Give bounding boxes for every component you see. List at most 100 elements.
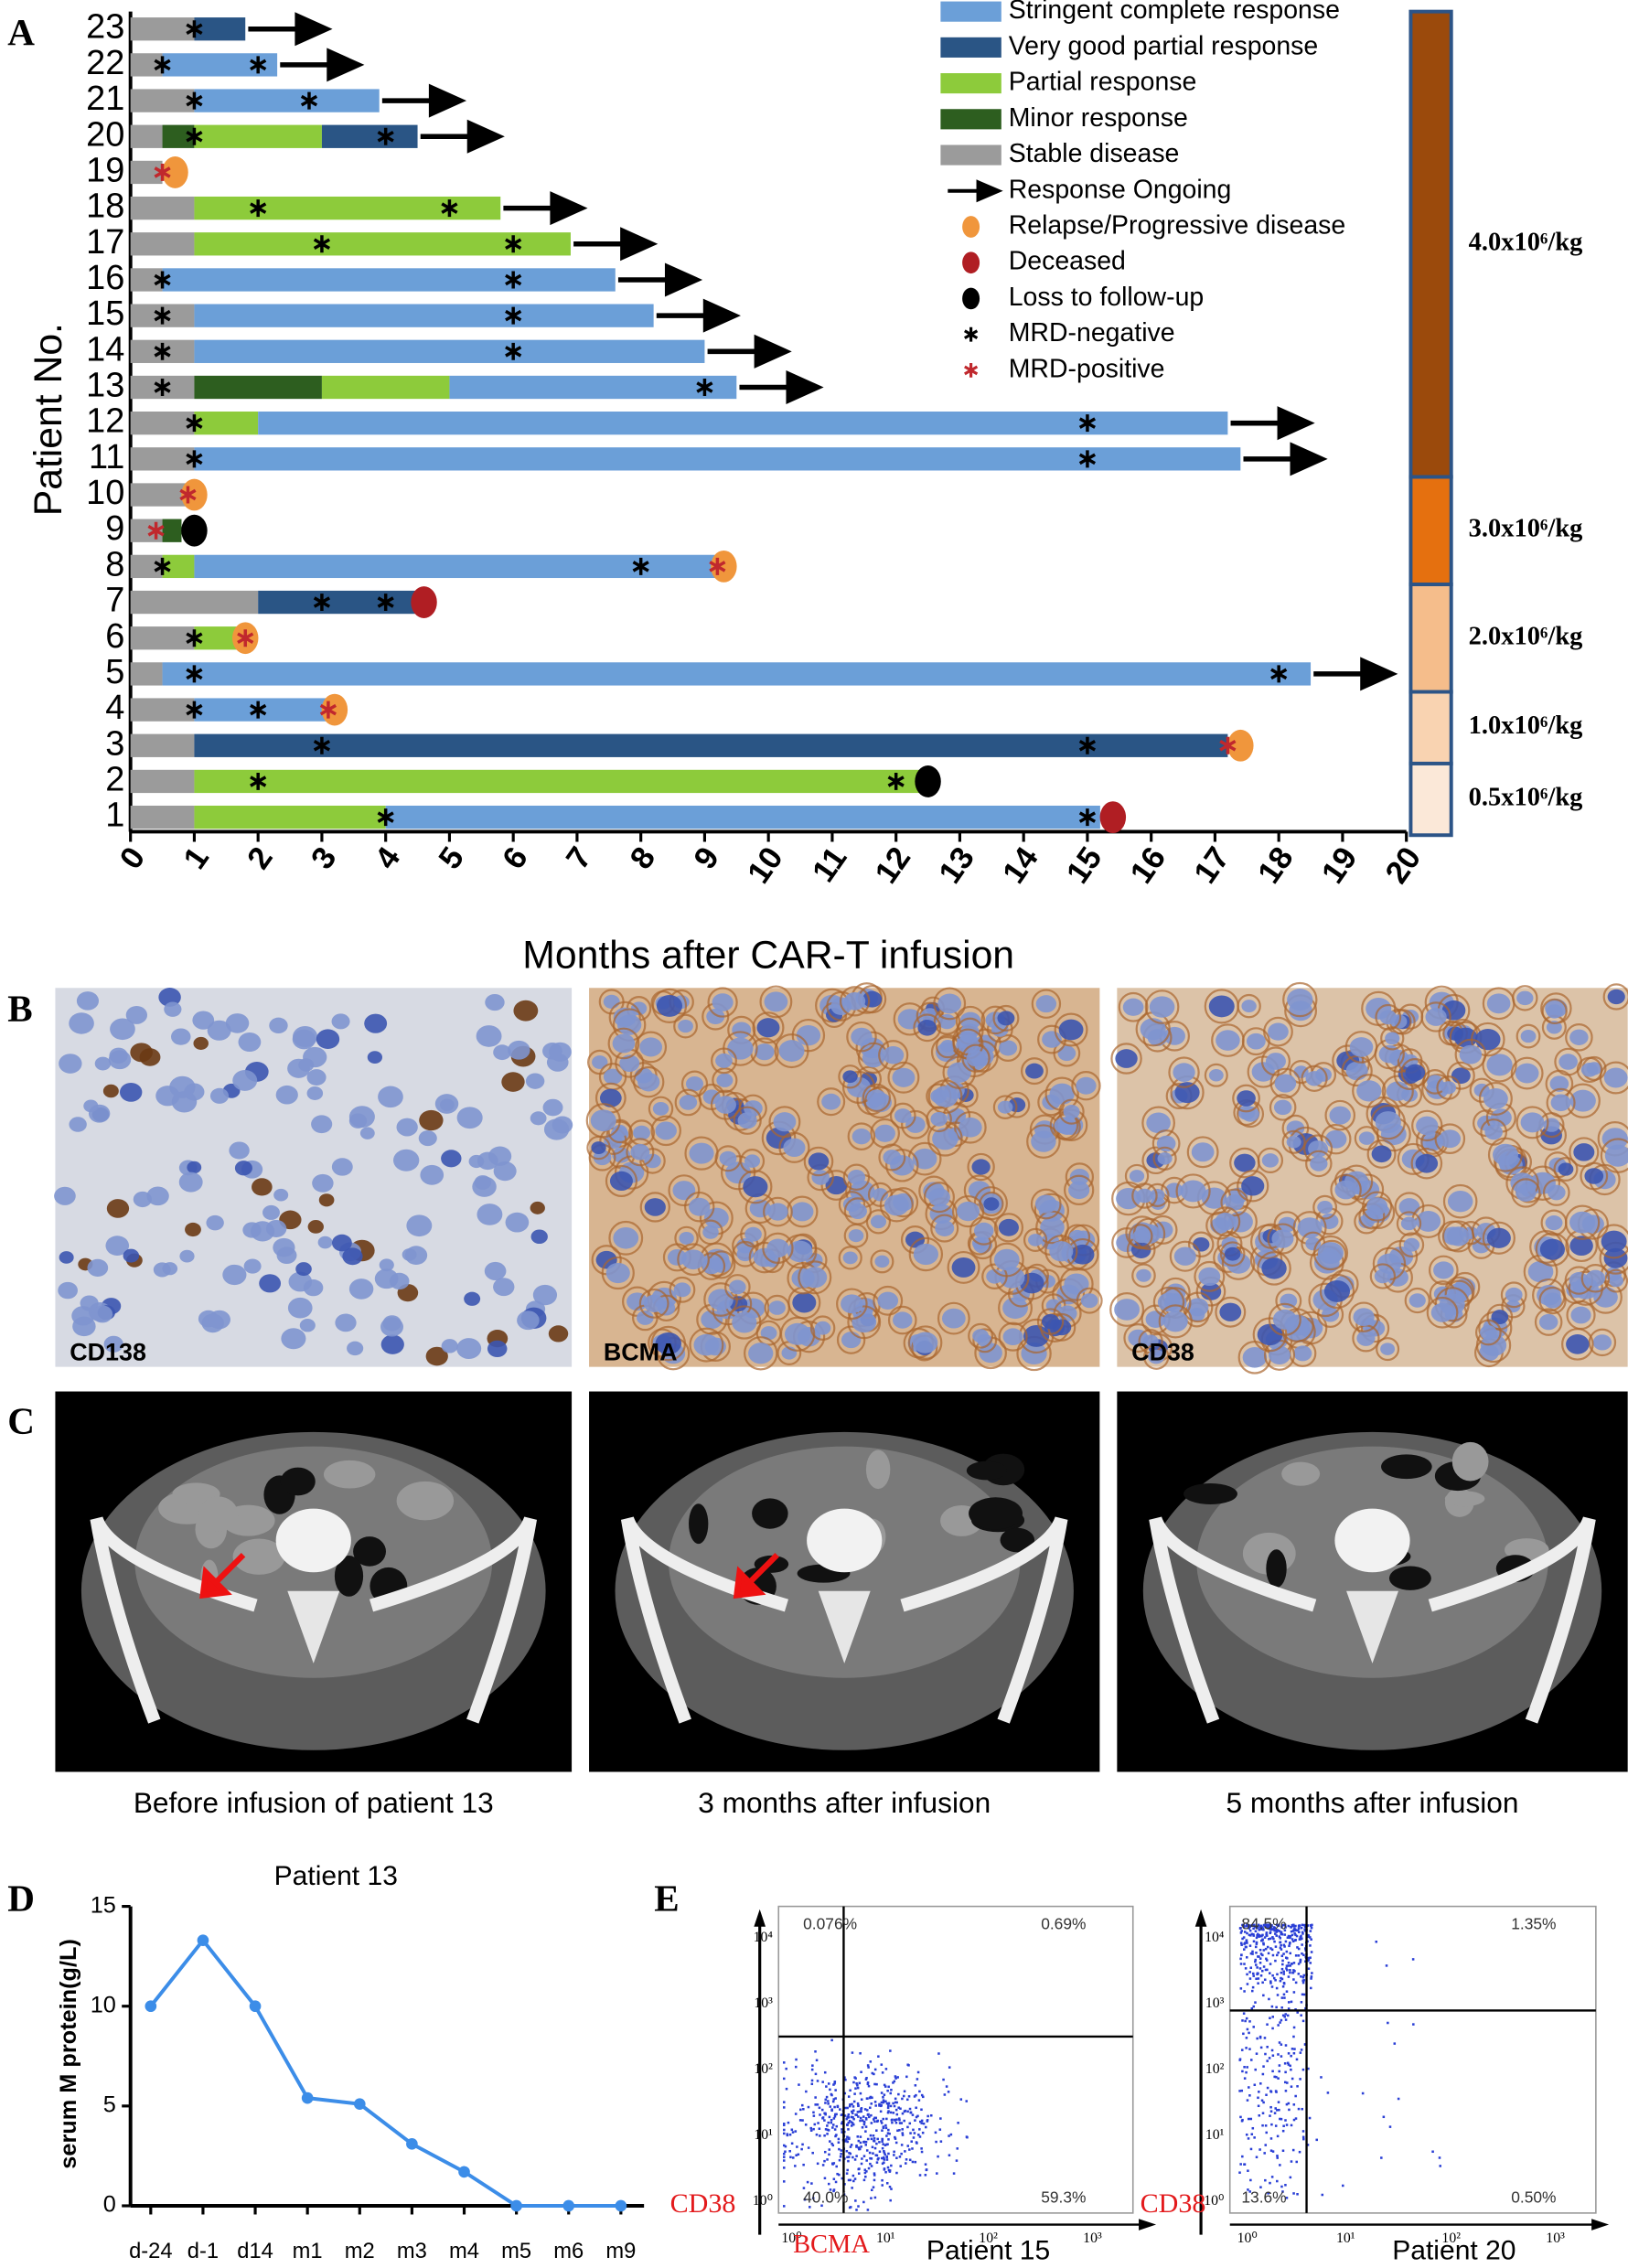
bar-segment: [194, 698, 328, 722]
cytometry-event: [1259, 1974, 1263, 1977]
cytometry-event: [905, 2158, 908, 2161]
cytometry-event: [861, 2125, 864, 2129]
cytometry-event: [1280, 2018, 1283, 2022]
bar-segment: [130, 196, 195, 220]
cell: [1234, 1153, 1256, 1172]
cytometry-event: [889, 2198, 892, 2202]
cytometry-event: [830, 2092, 833, 2096]
cell: [1271, 1229, 1294, 1248]
cytometry-event: [1361, 2091, 1365, 2095]
cytometry-event: [1273, 2075, 1276, 2079]
cell-membrane: [680, 1070, 709, 1097]
cytometry-event: [1287, 1924, 1291, 1928]
cytometry-event: [857, 2205, 860, 2208]
cytometry-event: [1280, 1967, 1284, 1971]
cytometry-event: [1301, 1981, 1305, 1984]
cell: [155, 1086, 180, 1107]
cell: [1380, 1343, 1396, 1355]
cell: [380, 1334, 404, 1354]
cell: [893, 1311, 913, 1329]
cytometry-event: [827, 2082, 830, 2085]
cell: [206, 1214, 224, 1231]
cytometry-event: [1284, 1926, 1287, 1929]
cytometry-event: [866, 2137, 870, 2141]
cell: [1241, 1176, 1265, 1196]
cytometry-event: [846, 2156, 849, 2159]
cytometry-event: [1271, 1936, 1274, 1939]
cytometry-event: [856, 2102, 860, 2105]
cytometry-event: [1285, 1956, 1288, 1959]
cytometry-event: [887, 2085, 890, 2089]
cytometry-event: [1300, 2049, 1303, 2051]
cytometry-event: [895, 2156, 898, 2159]
ongoing-arrow: [1243, 442, 1328, 476]
y-tick-label: 8: [105, 545, 124, 583]
cell-membrane: [1541, 998, 1568, 1025]
cell: [897, 1009, 922, 1030]
cytometry-event: [1238, 2171, 1241, 2174]
cytometry-event: [829, 2188, 832, 2191]
cytometry-event: [860, 2107, 863, 2110]
legend-label: Loss to follow-up: [1009, 283, 1205, 312]
cytometry-event: [890, 2188, 893, 2190]
quadrant-percent: 1.35%: [1511, 1915, 1556, 1933]
cell: [106, 1199, 130, 1218]
cytometry-event: [1280, 2006, 1283, 2009]
cell-membrane: [847, 1122, 876, 1150]
cytometry-event: [1264, 2124, 1268, 2127]
cell: [971, 1159, 991, 1175]
cell-membrane: [651, 988, 688, 1024]
cell-membrane: [1237, 1170, 1269, 1203]
cell-membrane: [764, 1294, 790, 1321]
cell: [1031, 1130, 1056, 1152]
cell: [862, 990, 883, 1008]
ct-bowel: [966, 1460, 1008, 1481]
cytometry-event: [1241, 2118, 1244, 2122]
cell-membrane: [1442, 1183, 1478, 1219]
cell: [755, 1043, 775, 1061]
cytometry-event: [956, 2147, 959, 2150]
cytometry-event: [1283, 1996, 1286, 1999]
cytometry-event: [1290, 2068, 1292, 2071]
cell: [1446, 1226, 1470, 1246]
cell-membrane: [1257, 1251, 1291, 1286]
cytometry-event: [873, 2139, 875, 2143]
cytometry-event: [1287, 2001, 1291, 2004]
cytometry-event: [1248, 2048, 1251, 2050]
cell: [1216, 1030, 1240, 1051]
cytometry-event: [1264, 2178, 1267, 2182]
cytometry-event: [1280, 2043, 1283, 2046]
cytometry-event: [1269, 1931, 1272, 1934]
cell-membrane: [1210, 1206, 1241, 1237]
ihc-image: [1109, 981, 1628, 1375]
ct-bowel: [1381, 1454, 1432, 1480]
cell: [959, 1117, 982, 1138]
cytometry-event: [864, 2130, 867, 2133]
bar-segment: [194, 196, 501, 220]
cytometry-event: [1380, 2156, 1383, 2159]
cytometry-event: [1284, 2081, 1287, 2084]
cytometry-event: [819, 2134, 821, 2137]
cytometry-event: [884, 2126, 888, 2130]
cell: [275, 1085, 298, 1105]
cell: [487, 1340, 508, 1358]
ct-bowel: [280, 1467, 316, 1496]
cell: [209, 1087, 230, 1104]
bar-segment: [130, 626, 195, 650]
cell: [917, 1019, 937, 1036]
cytometry-event: [815, 2059, 819, 2062]
bar-segment: [130, 483, 188, 507]
cell: [732, 1022, 752, 1039]
cytometry-event: [965, 2100, 969, 2102]
cytometry-event: [1263, 1923, 1266, 1927]
x-tick-label: 14: [996, 840, 1045, 890]
cytometry-event: [869, 2106, 872, 2110]
cell: [1349, 1037, 1374, 1057]
cytometry-event: [1245, 2047, 1248, 2049]
cytometry-event: [884, 2085, 887, 2088]
cytometry-event: [942, 2078, 945, 2081]
cytometry-event: [896, 2076, 899, 2079]
cell-membrane: [1482, 1047, 1517, 1083]
cytometry-event: [1301, 2130, 1305, 2133]
cell: [1569, 1089, 1596, 1112]
